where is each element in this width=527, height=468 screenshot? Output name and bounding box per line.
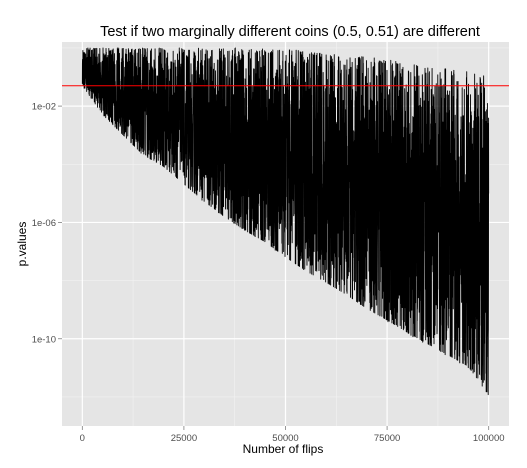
y-axis-ticks: 1e-02 1e-06 1e-10 <box>32 102 62 345</box>
x-tick-label: 75000 <box>374 433 400 444</box>
x-axis-title: Number of flips <box>243 442 324 456</box>
y-axis-title: p.values <box>15 222 29 267</box>
x-tick-label: 25000 <box>171 433 197 444</box>
p-value-series-line <box>81 47 490 396</box>
x-tick-label: 100000 <box>473 433 505 444</box>
y-tick-label: 1e-10 <box>32 334 56 345</box>
x-axis-ticks: 0 25000 50000 75000 100000 <box>80 426 505 444</box>
y-tick-label: 1e-02 <box>32 102 56 113</box>
y-tick-label: 1e-06 <box>32 218 56 229</box>
x-tick-label: 0 <box>80 433 85 444</box>
chart-title: Test if two marginally different coins (… <box>100 24 480 40</box>
x-tick-label: 50000 <box>272 433 298 444</box>
